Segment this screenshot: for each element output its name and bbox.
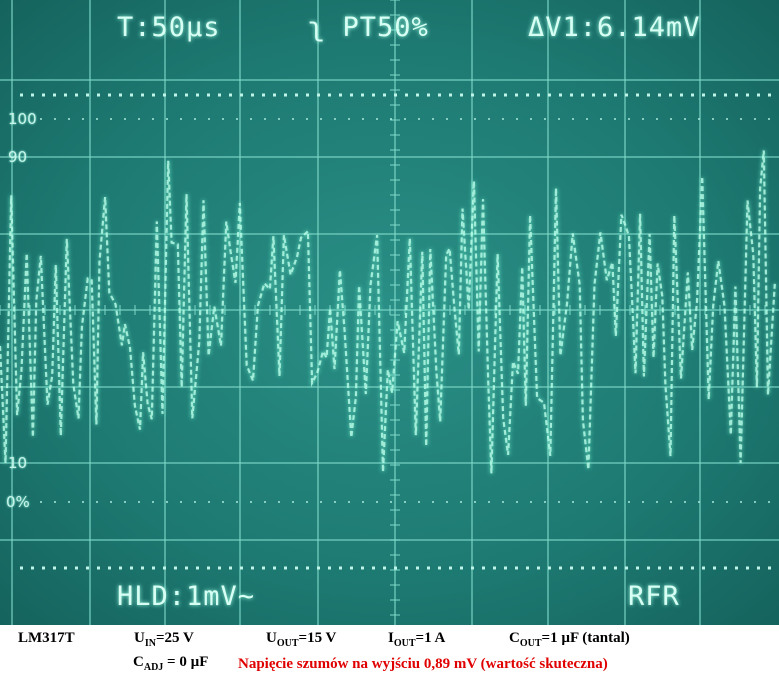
delta-v: ΔV1:6.14mV xyxy=(528,12,701,43)
graticule-label: 100 xyxy=(8,110,37,128)
graticule-label: 10 xyxy=(8,454,28,472)
hold: HLD:1mV~ xyxy=(117,581,256,612)
caption-item: UOUT=15 V xyxy=(266,630,337,649)
caption-item: IOUT=1 A xyxy=(388,630,446,649)
trigger: ʅ PT50% xyxy=(308,12,429,43)
caption-item: COUT=1 µF (tantal) xyxy=(509,630,630,649)
mode: RFR xyxy=(628,581,680,612)
oscilloscope-screen: T:50µs ʅ PT50% ΔV1:6.14mV HLD:1mV~ RFR 1… xyxy=(0,0,779,625)
caption-item: CADJ = 0 µF xyxy=(133,654,209,673)
graticule-label: 90 xyxy=(8,148,28,166)
noise-trace xyxy=(0,150,776,474)
graticule xyxy=(0,0,779,625)
timebase: T:50µs xyxy=(117,12,221,43)
caption-item: LM317T xyxy=(18,630,75,646)
caption-item: UIN=25 V xyxy=(134,630,194,649)
caption-note: Napięcie szumów na wyjściu 0,89 mV (wart… xyxy=(238,656,608,672)
graticule-label: 0% xyxy=(6,493,30,511)
